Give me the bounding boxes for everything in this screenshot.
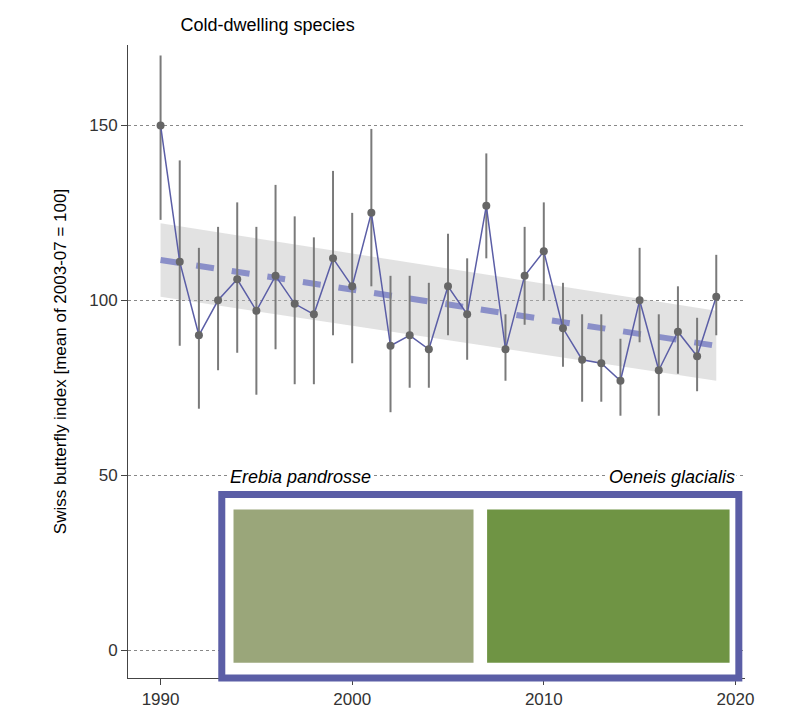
svg-text:150: 150: [89, 116, 117, 135]
svg-text:2020: 2020: [717, 690, 755, 709]
svg-text:Cold-dwelling species: Cold-dwelling species: [181, 15, 355, 35]
svg-text:Erebia pandrosse: Erebia pandrosse: [230, 467, 371, 487]
svg-text:0: 0: [108, 641, 117, 660]
svg-text:50: 50: [99, 466, 118, 485]
svg-text:100: 100: [89, 291, 117, 310]
svg-text:1990: 1990: [142, 690, 180, 709]
svg-text:2000: 2000: [333, 690, 371, 709]
svg-text:Swiss butterfly index [mean of: Swiss butterfly index [mean of 2003-07 =…: [51, 189, 70, 534]
svg-text:2010: 2010: [525, 690, 563, 709]
svg-text:Oeneis glacialis: Oeneis glacialis: [609, 467, 735, 487]
